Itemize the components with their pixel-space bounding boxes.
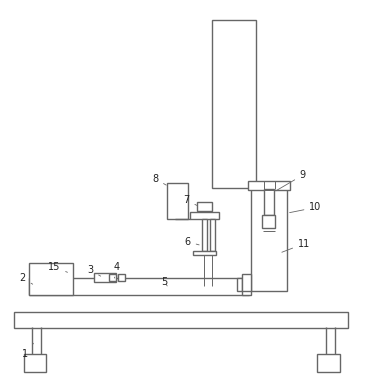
- Bar: [262, 215, 275, 229]
- Bar: [264, 189, 273, 215]
- Bar: [24, 354, 46, 372]
- Text: 1: 1: [23, 343, 33, 359]
- Text: 10: 10: [290, 202, 322, 212]
- Text: 4: 4: [114, 261, 120, 278]
- Bar: [242, 274, 250, 295]
- Text: 2: 2: [20, 273, 33, 284]
- Text: 7: 7: [183, 195, 197, 205]
- Text: 3: 3: [87, 265, 101, 276]
- Bar: [210, 219, 215, 251]
- Bar: [237, 278, 242, 291]
- Bar: [29, 278, 249, 295]
- Bar: [250, 189, 287, 291]
- Bar: [94, 274, 116, 282]
- Bar: [193, 250, 216, 255]
- Bar: [14, 312, 348, 328]
- Bar: [118, 274, 125, 281]
- Bar: [248, 181, 290, 190]
- Text: 11: 11: [282, 239, 310, 252]
- Bar: [110, 274, 116, 281]
- Text: 9: 9: [276, 170, 306, 191]
- Bar: [29, 263, 73, 295]
- Bar: [213, 20, 256, 189]
- Text: 6: 6: [185, 237, 199, 247]
- Text: 15: 15: [48, 261, 67, 272]
- Bar: [202, 219, 207, 251]
- Text: 8: 8: [152, 174, 166, 185]
- Bar: [197, 202, 212, 211]
- Bar: [190, 212, 219, 219]
- Text: 5: 5: [162, 277, 168, 287]
- Bar: [167, 183, 188, 219]
- Bar: [318, 354, 340, 372]
